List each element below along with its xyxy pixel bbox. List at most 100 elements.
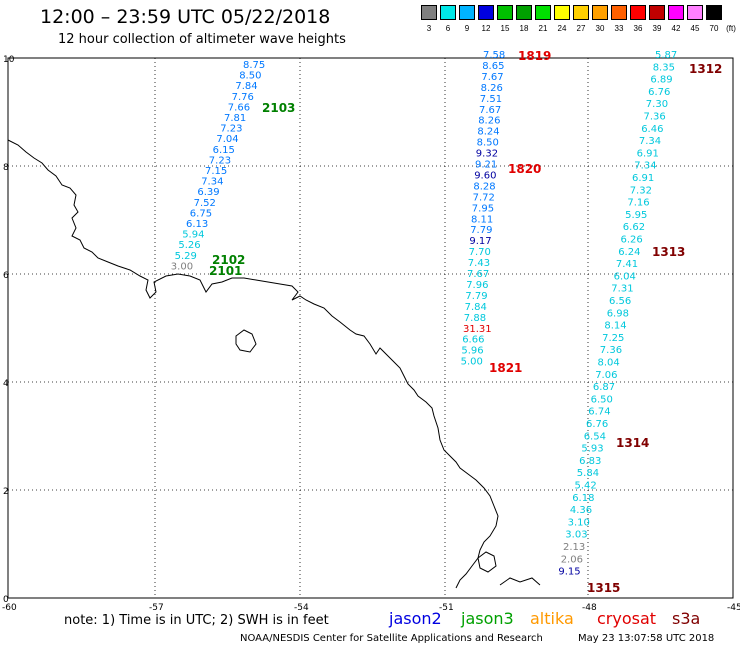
coastline (7, 139, 499, 589)
swh-value: 5.00 (461, 357, 483, 368)
swh-value: 7.79 (470, 225, 492, 236)
swh-value: 3.10 (568, 517, 590, 528)
swh-value: 5.94 (182, 230, 204, 241)
swh-value: 5.93 (581, 444, 603, 455)
swh-value: 7.16 (627, 198, 649, 209)
scale-label: 42 (671, 24, 681, 33)
swh-value: 7.66 (228, 102, 250, 113)
swh-value: 7.43 (468, 258, 490, 269)
credit-line: NOAA/NESDIS Center for Satellite Applica… (240, 633, 543, 644)
swh-value: 8.26 (481, 83, 503, 94)
swh-value: 7.95 (472, 203, 494, 214)
swh-value: 7.04 (216, 134, 238, 145)
swh-value: 7.15 (205, 166, 227, 177)
swh-value: 9.15 (558, 567, 580, 578)
scale-label: 27 (576, 24, 586, 33)
swh-value: 6.04 (614, 271, 636, 282)
swh-value: 6.98 (607, 308, 629, 319)
swh-value: 8.35 (653, 62, 675, 73)
pass-label: 2103 (262, 101, 295, 115)
lat-label: 6 (3, 271, 9, 281)
swh-value: 7.96 (466, 280, 488, 291)
swh-value: 9.17 (469, 236, 491, 247)
swh-value: 7.30 (646, 99, 668, 110)
island-cayenne (235, 329, 257, 353)
pass-label: 1314 (616, 436, 649, 450)
scale-swatch (592, 5, 608, 20)
scale-label: 6 (445, 24, 451, 33)
scale-label: 39 (652, 24, 662, 33)
scale-label: 36 (633, 24, 643, 33)
wave-height-tracks: 8.758.507.847.767.667.817.237.046.157.23… (171, 50, 677, 578)
lon-label: -45 (727, 603, 740, 613)
scale-label: 9 (464, 24, 470, 33)
map-subtitle: 12 hour collection of altimeter wave hei… (58, 32, 346, 47)
lat-label: 8 (3, 163, 9, 173)
swh-value: 7.79 (465, 291, 487, 302)
scale-swatch (630, 5, 646, 20)
swh-value: 6.50 (591, 394, 613, 405)
satellite-name: cryosat (597, 609, 657, 628)
swh-value: 6.39 (197, 187, 219, 198)
generation-timestamp: May 23 13:07:58 UTC 2018 (578, 633, 715, 644)
swh-value: 8.26 (478, 116, 500, 127)
swh-value: 8.14 (604, 321, 626, 332)
swh-value: 6.75 (190, 208, 212, 219)
scale-swatch (459, 5, 475, 20)
lon-label: -48 (582, 603, 597, 613)
swh-value: 7.23 (209, 155, 231, 166)
lat-label: 4 (3, 379, 9, 389)
swh-value: 6.74 (588, 407, 610, 418)
swh-value: 7.67 (481, 72, 503, 83)
island-marajo (477, 551, 497, 573)
swh-value: 7.72 (473, 192, 495, 203)
scale-label: 45 (690, 24, 700, 33)
pass-label: 1821 (489, 361, 522, 375)
scale-swatch (706, 5, 722, 20)
swh-value: 8.50 (239, 71, 261, 82)
scale-label: 15 (500, 24, 510, 33)
swh-value: 9.21 (475, 160, 497, 171)
longitude-labels: -60 -57 -54 -51 -48 -45 (2, 603, 740, 613)
swh-value: 6.89 (650, 75, 672, 86)
scale-label: 33 (614, 24, 624, 33)
pass-label: 2101 (209, 264, 242, 278)
swh-value: 6.46 (641, 124, 663, 135)
swh-value: 6.13 (186, 219, 208, 230)
scale-label: 70 (709, 24, 719, 33)
scale-swatch (554, 5, 570, 20)
swh-value: 7.70 (469, 247, 491, 258)
scale-label: 3 (426, 24, 432, 33)
swh-value: 7.34 (201, 177, 223, 188)
swh-value: 7.76 (232, 92, 254, 103)
swh-value: 3.00 (171, 261, 193, 272)
swh-value: 7.88 (464, 313, 486, 324)
lon-label: -57 (149, 603, 164, 613)
swh-value: 3.03 (565, 530, 587, 541)
lat-label: 10 (3, 55, 15, 65)
scale-swatch (440, 5, 456, 20)
scale-swatch (611, 5, 627, 20)
lon-label: -60 (2, 603, 17, 613)
pass-label: 2102 (212, 253, 245, 267)
swh-value: 7.67 (467, 269, 489, 280)
swh-value: 7.32 (630, 185, 652, 196)
pass-label: 1312 (689, 62, 722, 76)
swh-value: 8.75 (243, 60, 265, 71)
swh-value: 7.51 (480, 94, 502, 105)
swh-value: 7.84 (465, 302, 487, 313)
swh-value: 8.28 (473, 181, 495, 192)
swh-value: 5.42 (575, 481, 597, 492)
swh-value: 7.06 (595, 370, 617, 381)
swh-value: 7.36 (600, 345, 622, 356)
swh-value: 8.65 (482, 61, 504, 72)
swh-value: 5.95 (625, 210, 647, 221)
scale-label: 30 (595, 24, 605, 33)
satellite-name: jason2 (389, 609, 442, 628)
swh-value: 8.24 (477, 127, 499, 138)
scale-label: 12 (481, 24, 491, 33)
swh-value: 6.62 (623, 222, 645, 233)
swh-value: 6.18 (572, 493, 594, 504)
